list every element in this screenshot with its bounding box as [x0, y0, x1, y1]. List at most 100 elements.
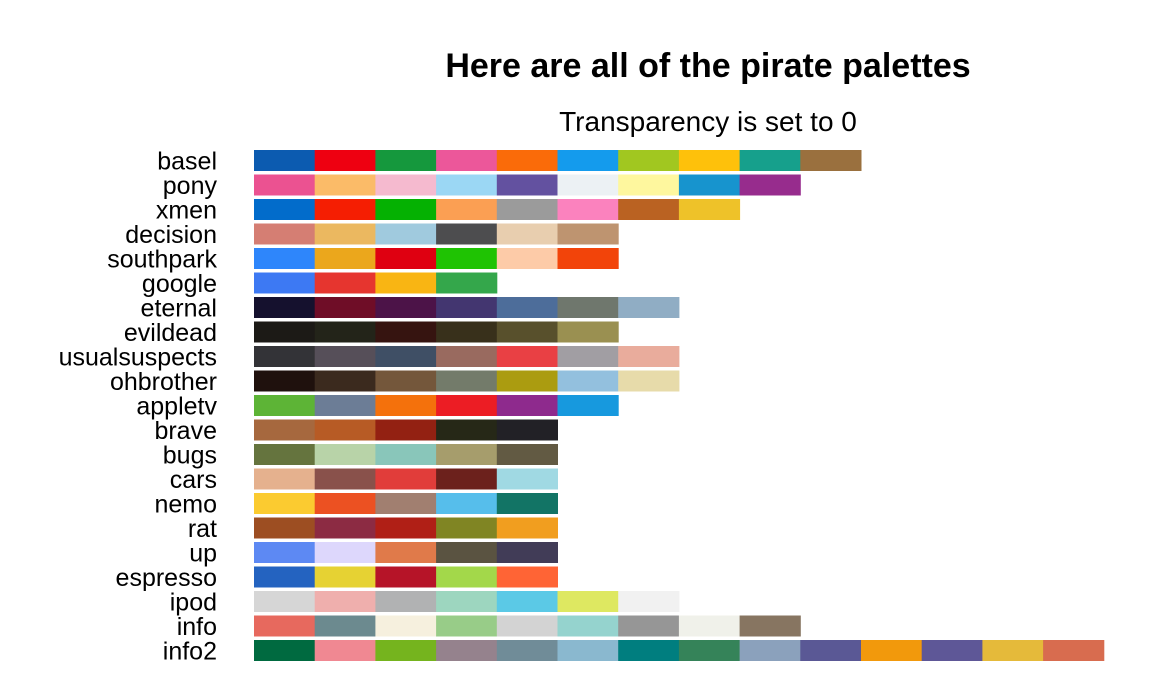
palette-label: ipod [170, 589, 217, 617]
color-swatch [496, 248, 558, 269]
color-swatch [314, 640, 376, 661]
palette-row-google: google [142, 270, 498, 298]
color-swatch [375, 370, 437, 392]
color-swatch [254, 517, 316, 539]
palette-row-ohbrother: ohbrother [110, 368, 680, 396]
color-swatch [436, 297, 498, 318]
color-swatch [375, 248, 437, 269]
color-swatch [436, 468, 498, 490]
palette-label: nemo [154, 491, 217, 519]
color-swatch [921, 640, 983, 661]
color-swatch [496, 566, 558, 588]
palette-row-info2: info2 [163, 638, 1105, 666]
color-swatch [436, 174, 498, 196]
color-swatch [678, 174, 741, 196]
palette-label: evildead [124, 319, 217, 347]
palette-label: info [177, 613, 217, 641]
palette-row-rat: rat [188, 515, 558, 543]
color-swatch [496, 419, 558, 441]
color-swatch [254, 591, 316, 612]
color-swatch [254, 272, 316, 294]
color-swatch [314, 248, 376, 269]
color-swatch [375, 150, 437, 171]
color-swatch [375, 517, 437, 539]
color-swatch [496, 297, 558, 318]
color-swatch [314, 199, 376, 220]
color-swatch [375, 174, 437, 196]
color-swatch [618, 199, 680, 220]
color-swatch [557, 640, 619, 661]
color-swatch [436, 615, 498, 637]
palette-row-pony: pony [163, 172, 801, 200]
color-swatch [861, 640, 923, 661]
color-swatch [254, 174, 316, 196]
color-swatch [678, 150, 741, 171]
palette-row-ipod: ipod [170, 589, 680, 617]
palette-label: decision [125, 221, 217, 249]
color-swatch [618, 370, 680, 392]
color-swatch [254, 615, 316, 637]
color-swatch [496, 199, 558, 220]
color-swatch [314, 615, 376, 637]
color-swatch [496, 542, 558, 563]
color-swatch [1043, 640, 1105, 661]
color-swatch [375, 346, 437, 367]
palette-label: basel [157, 148, 217, 176]
color-swatch [254, 395, 316, 416]
color-swatch [496, 223, 558, 245]
color-swatch [314, 493, 376, 514]
color-swatch [375, 468, 437, 490]
color-swatch [254, 444, 316, 465]
palette-label: ohbrother [110, 368, 217, 396]
color-swatch [436, 566, 498, 588]
color-swatch [314, 272, 376, 294]
palette-label: espresso [116, 564, 217, 592]
color-swatch [436, 640, 498, 661]
color-swatch [436, 248, 498, 269]
color-swatch [254, 468, 316, 490]
color-swatch [739, 174, 801, 196]
color-swatch [496, 150, 558, 171]
color-swatch [314, 150, 376, 171]
palette-label: xmen [156, 197, 217, 225]
color-swatch [678, 199, 741, 220]
color-swatch [618, 591, 680, 612]
palette-row-xmen: xmen [156, 197, 741, 225]
color-swatch [982, 640, 1044, 661]
color-swatch [557, 591, 619, 612]
color-swatch [739, 640, 801, 661]
palette-label: brave [154, 417, 217, 445]
color-swatch [557, 346, 619, 367]
color-swatch [314, 566, 376, 588]
palette-label: google [142, 270, 217, 298]
palette-label: pony [163, 172, 218, 200]
palette-row-eternal: eternal [141, 295, 680, 323]
color-swatch [314, 444, 376, 465]
color-swatch [375, 223, 437, 245]
color-swatch [496, 444, 558, 465]
color-swatch [496, 468, 558, 490]
color-swatch [375, 591, 437, 612]
palette-row-up: up [189, 540, 558, 568]
color-swatch [436, 542, 498, 563]
color-swatch [314, 419, 376, 441]
color-swatch [678, 615, 741, 637]
color-swatch [557, 615, 619, 637]
color-swatch [254, 321, 316, 343]
palette-row-brave: brave [154, 417, 558, 445]
color-swatch [314, 297, 376, 318]
color-swatch [436, 150, 498, 171]
color-swatch [436, 370, 498, 392]
color-swatch [436, 517, 498, 539]
palette-row-appletv: appletv [136, 393, 619, 421]
color-swatch [436, 223, 498, 245]
color-swatch [496, 321, 558, 343]
color-swatch [557, 395, 619, 416]
color-swatch [800, 150, 862, 171]
color-swatch [375, 615, 437, 637]
color-swatch [314, 542, 376, 563]
color-swatch [314, 321, 376, 343]
color-swatch [557, 297, 619, 318]
chart-subtitle: Transparency is set to 0 [559, 106, 857, 137]
palette-label: cars [170, 466, 217, 494]
